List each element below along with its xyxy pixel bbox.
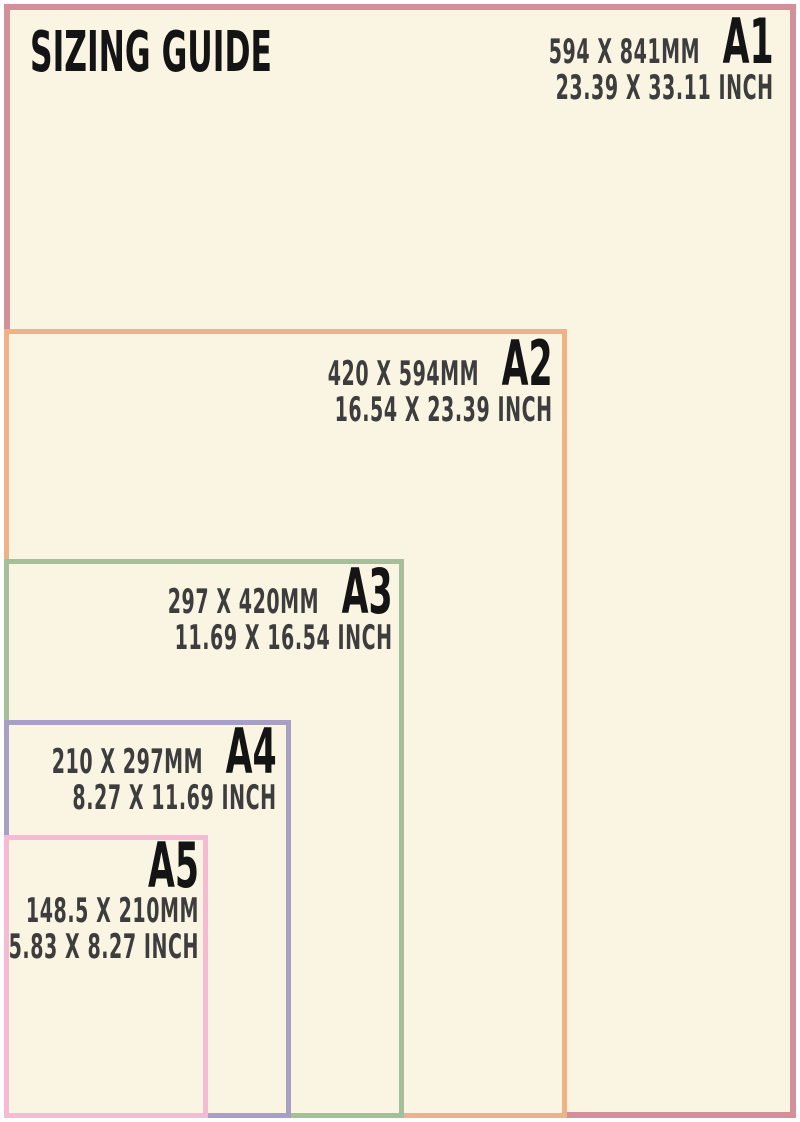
size-label-a4-row: 210 X 297MM A4 bbox=[52, 715, 277, 788]
size-label-a2-row: 420 X 594MM A2 bbox=[328, 327, 553, 400]
a2-inch-dimensions: 16.54 X 23.39 INCH bbox=[334, 390, 553, 431]
size-label-a5: A5 148.5 X 210MM 5.83 X 8.27 INCH bbox=[8, 829, 200, 967]
a4-inch-dimensions: 8.27 X 11.69 INCH bbox=[72, 778, 277, 819]
size-label-a4: 210 X 297MM A4 8.27 X 11.69 INCH bbox=[52, 715, 277, 819]
paper-box-a5: A5 148.5 X 210MM 5.83 X 8.27 INCH bbox=[4, 835, 208, 1118]
a2-mm-dimensions: 420 X 594MM bbox=[328, 354, 480, 394]
size-label-a3-row: 297 X 420MM A3 bbox=[168, 555, 393, 628]
a1-size-name: A1 bbox=[722, 5, 774, 78]
a2-size-name: A2 bbox=[501, 327, 553, 400]
a3-inch-dimensions: 11.69 X 16.54 INCH bbox=[174, 618, 393, 659]
a5-size-name: A5 bbox=[147, 829, 199, 902]
a1-inch-dimensions: 23.39 X 33.11 INCH bbox=[555, 68, 774, 109]
size-label-a1: 594 X 841MM A1 23.39 X 33.11 INCH bbox=[549, 5, 774, 109]
a3-size-name: A3 bbox=[341, 555, 393, 628]
size-label-a2: 420 X 594MM A2 16.54 X 23.39 INCH bbox=[328, 327, 553, 431]
a5-mm-dimensions: 148.5 X 210MM bbox=[25, 890, 200, 931]
page-title: SIZING GUIDE bbox=[30, 20, 272, 85]
a3-mm-dimensions: 297 X 420MM bbox=[168, 582, 320, 622]
a5-inch-dimensions: 5.83 X 8.27 INCH bbox=[8, 926, 199, 967]
a1-mm-dimensions: 594 X 841MM bbox=[549, 32, 701, 72]
size-label-a3: 297 X 420MM A3 11.69 X 16.54 INCH bbox=[168, 555, 393, 659]
size-label-a1-row: 594 X 841MM A1 bbox=[549, 5, 774, 78]
a4-mm-dimensions: 210 X 297MM bbox=[52, 742, 204, 782]
a4-size-name: A4 bbox=[225, 715, 277, 788]
